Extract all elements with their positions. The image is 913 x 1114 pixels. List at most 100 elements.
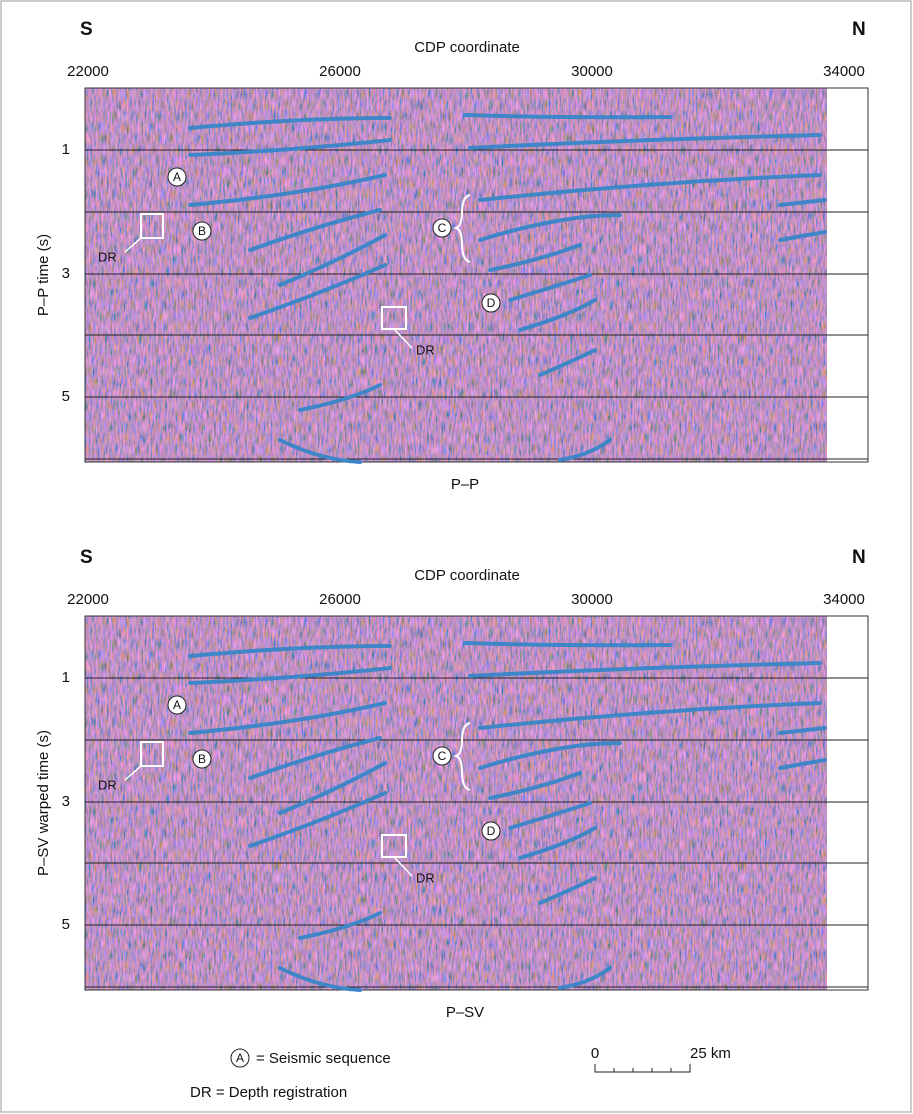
y-tick-label: 3 — [62, 793, 70, 810]
y-tick-label: 3 — [62, 265, 70, 282]
horizon — [248, 208, 382, 252]
horizon — [478, 701, 822, 730]
horizon — [778, 726, 827, 735]
horizon — [518, 298, 597, 332]
brace — [452, 194, 471, 263]
horizon — [778, 758, 827, 770]
annotation-circle — [167, 167, 187, 187]
annotation-circle — [481, 821, 501, 841]
plot-frame — [84, 615, 869, 991]
horizon — [278, 966, 362, 992]
x-tick-label: 26000 — [319, 591, 361, 608]
horizon — [558, 438, 612, 462]
horizon — [778, 198, 827, 207]
x-axis-title: CDP coordinate — [414, 567, 520, 584]
legend-symbol-circle — [230, 1048, 250, 1068]
dr-box — [140, 213, 164, 239]
horizon — [278, 761, 387, 815]
y-tick-label: 1 — [62, 141, 70, 158]
annotation-label: C — [438, 221, 447, 235]
annotation-label: D — [487, 296, 496, 310]
annotation-label: B — [198, 752, 206, 766]
horizon — [468, 133, 822, 150]
horizon — [188, 701, 387, 735]
horizon — [298, 911, 382, 940]
horizon — [558, 966, 612, 990]
left-label: S — [80, 19, 93, 40]
annotation-circle — [481, 293, 501, 313]
left-label: S — [80, 547, 93, 568]
plot-frame — [84, 87, 869, 463]
horizon — [518, 826, 597, 860]
x-axis-title: CDP coordinate — [414, 39, 520, 56]
dr-label: DR — [98, 249, 117, 264]
scale-start: 0 — [591, 1045, 599, 1062]
horizon — [188, 666, 392, 685]
horizon — [463, 113, 672, 120]
seismic-texture — [85, 88, 827, 462]
dr-leader — [124, 237, 142, 253]
caption: P–P — [451, 476, 479, 493]
annotation-circle — [192, 221, 212, 241]
horizon — [778, 230, 827, 242]
horizon — [538, 876, 597, 905]
y-tick-label: 1 — [62, 669, 70, 686]
annotation-circle — [192, 749, 212, 769]
x-tick-label: 26000 — [319, 63, 361, 80]
right-label: N — [852, 19, 866, 40]
annotation-label: D — [487, 824, 496, 838]
x-tick-label: 22000 — [67, 63, 109, 80]
seismic-texture — [85, 616, 827, 990]
horizon — [188, 116, 392, 130]
horizon — [188, 138, 392, 157]
annotation-circle — [167, 695, 187, 715]
legend-symbol: A — [236, 1051, 244, 1065]
x-tick-label: 34000 — [823, 591, 865, 608]
scale-bar: 0 25 km — [591, 1045, 731, 1073]
horizon — [463, 641, 672, 648]
horizon — [488, 243, 582, 272]
horizon — [478, 741, 622, 770]
annotation-label: B — [198, 224, 206, 238]
caption: P–SV — [446, 1004, 484, 1021]
y-axis-title: P–P time (s) — [35, 234, 52, 316]
legend: A = Seismic sequence DR = Depth registra… — [190, 1048, 391, 1101]
annotation-label: A — [173, 170, 181, 184]
brace — [452, 722, 471, 791]
scale-bar-line — [594, 1064, 691, 1073]
horizon — [248, 791, 387, 848]
annotation-circle — [432, 746, 452, 766]
right-label: N — [852, 547, 866, 568]
horizon — [538, 348, 597, 377]
horizon — [478, 173, 822, 202]
horizon — [248, 736, 382, 780]
panel: S N CDP coordinate 22000 26000 30000 34000 P–SV… — [35, 547, 869, 1021]
scale-end: 25 km — [690, 1045, 731, 1062]
horizon — [298, 383, 382, 412]
dr-leader — [393, 856, 413, 877]
annotation-label: C — [438, 749, 447, 763]
y-tick-label: 5 — [62, 388, 70, 405]
horizon — [278, 233, 387, 287]
y-axis-title: P–SV warped time (s) — [35, 730, 52, 876]
horizon — [468, 661, 822, 678]
x-tick-label: 30000 — [571, 591, 613, 608]
panel: S N CDP coordinate 22000 26000 30000 34000 P–P … — [35, 19, 869, 493]
x-tick-label: 30000 — [571, 63, 613, 80]
y-tick-label: 5 — [62, 916, 70, 933]
horizon — [488, 771, 582, 800]
panels: S N CDP coordinate 22000 26000 30000 34000 P–P … — [35, 19, 869, 1021]
dr-label: DR — [98, 777, 117, 792]
dr-label: DR — [416, 342, 435, 357]
horizon — [508, 801, 592, 830]
legend-dr-text: DR = Depth registration — [190, 1084, 347, 1101]
dr-leader — [124, 765, 142, 781]
horizon — [278, 438, 362, 464]
horizon — [188, 173, 387, 207]
x-tick-label: 34000 — [823, 63, 865, 80]
horizon — [188, 644, 392, 658]
annotation-circle — [432, 218, 452, 238]
legend-sequence-text: = Seismic sequence — [256, 1050, 391, 1067]
